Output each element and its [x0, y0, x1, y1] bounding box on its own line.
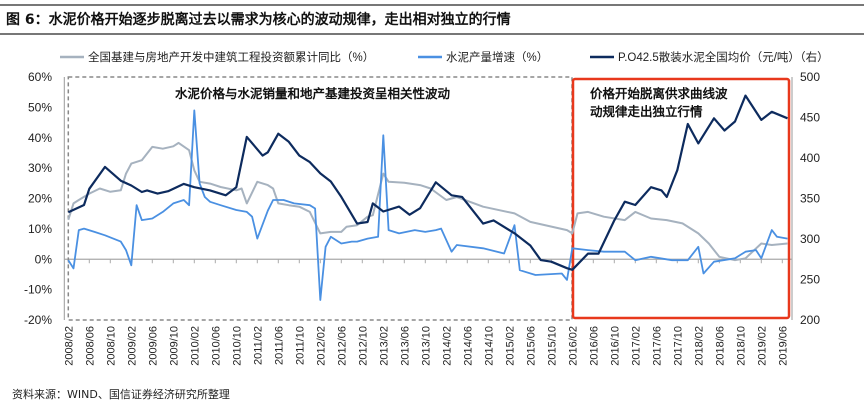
- x-tick-label: 2010/06: [210, 326, 222, 366]
- x-tick-label: 2015/02: [504, 326, 516, 366]
- x-tick-label: 2009/10: [168, 326, 180, 366]
- left-tick-label: 40%: [28, 131, 52, 145]
- left-tick-label: 20%: [28, 192, 52, 206]
- x-tick-label: 2011/10: [294, 326, 306, 365]
- x-tick-label: 2017/10: [672, 326, 684, 366]
- series-line: [67, 141, 788, 262]
- series-1: [67, 109, 788, 301]
- series-line: [67, 94, 788, 271]
- left-tick-label: 50%: [28, 100, 52, 114]
- figure-title: 图 6：水泥价格开始逐步脱离过去以需求为核心的波动规律，走出相对独立的行情: [6, 12, 511, 28]
- left-tick-label: 30%: [28, 161, 52, 175]
- right-tick-label: 400: [800, 151, 820, 165]
- annotation-independent-2: 动规律走出独立行情: [590, 104, 703, 119]
- legend-label: 水泥产量增速（%）: [446, 50, 548, 64]
- x-tick-label: 2017/02: [630, 326, 642, 366]
- x-tick-label: 2016/02: [567, 326, 579, 366]
- title-rule: [0, 33, 864, 35]
- series-0: [67, 141, 788, 262]
- chart: 60% 50% 40% 30% 20% 10% 0% -10% -20% 500 450 400 350…: [24, 50, 829, 366]
- left-tick-label: -20%: [24, 313, 52, 327]
- x-tick-label: 2015/06: [525, 326, 537, 366]
- x-tick-label: 2014/10: [483, 326, 495, 366]
- x-tick-label: 2008/02: [63, 326, 75, 366]
- right-tick-label: 250: [800, 273, 820, 287]
- x-tick-label: 2013/06: [399, 326, 411, 366]
- series-line: [67, 109, 788, 301]
- x-tick-label: 2014/02: [441, 326, 453, 366]
- annotation-correlation: 水泥价格与水泥销量和地产基建投资呈相关性波动: [175, 86, 451, 101]
- left-tick-label: 10%: [28, 222, 52, 236]
- left-tick-label: -10%: [24, 283, 52, 297]
- top-rule: [0, 4, 864, 6]
- x-tick-label: 2017/06: [651, 326, 663, 366]
- x-tick-label: 2018/10: [735, 326, 747, 366]
- x-tick-label: 2012/10: [357, 326, 369, 366]
- right-tick-label: 500: [800, 70, 820, 84]
- right-tick-label: 300: [800, 232, 820, 246]
- x-tick-label: 2009/06: [147, 326, 159, 366]
- x-tick-label: 2012/02: [315, 326, 327, 366]
- legend-label: P.O42.5散装水泥全国均价（元/吨）（右）: [618, 50, 829, 64]
- legend-label: 全国基建与房地产开发中建筑工程投资额累计同比（%）: [88, 50, 374, 64]
- x-tick-label: 2010/02: [189, 326, 201, 366]
- x-tick-label: 2011/02: [252, 326, 264, 365]
- x-tick-label: 2013/02: [378, 326, 390, 366]
- right-tick-label: 450: [800, 111, 820, 125]
- series-2: [67, 94, 788, 271]
- x-tick-label: 2018/02: [693, 326, 705, 366]
- x-tick-label: 2013/10: [420, 326, 432, 366]
- x-tick-label: 2012/06: [336, 326, 348, 366]
- x-tick-label: 2019/02: [756, 326, 768, 366]
- x-tick-label: 2016/06: [588, 326, 600, 366]
- x-tick-label: 2014/06: [462, 326, 474, 366]
- x-tick-label: 2015/10: [546, 326, 558, 366]
- x-tick-label: 2008/10: [105, 326, 117, 366]
- x-tick-label: 2008/06: [84, 326, 96, 366]
- left-tick-label: 0%: [35, 252, 53, 266]
- x-tick-label: 2011/06: [273, 326, 285, 365]
- source-note: 资料来源：WIND、国信证券经济研究所整理: [12, 388, 230, 401]
- left-tick-label: 60%: [28, 70, 52, 84]
- annotation-independent-1: 价格开始脱离供求曲线波: [590, 86, 728, 101]
- x-tick-label: 2019/06: [777, 326, 789, 366]
- x-tick-label: 2010/10: [231, 326, 243, 366]
- x-tick-label: 2018/06: [714, 326, 726, 366]
- independent-period-box: [571, 77, 791, 320]
- right-tick-label: 350: [800, 192, 820, 206]
- right-tick-label: 200: [800, 313, 820, 327]
- x-tick-label: 2009/02: [126, 326, 138, 366]
- x-tick-label: 2016/10: [609, 326, 621, 366]
